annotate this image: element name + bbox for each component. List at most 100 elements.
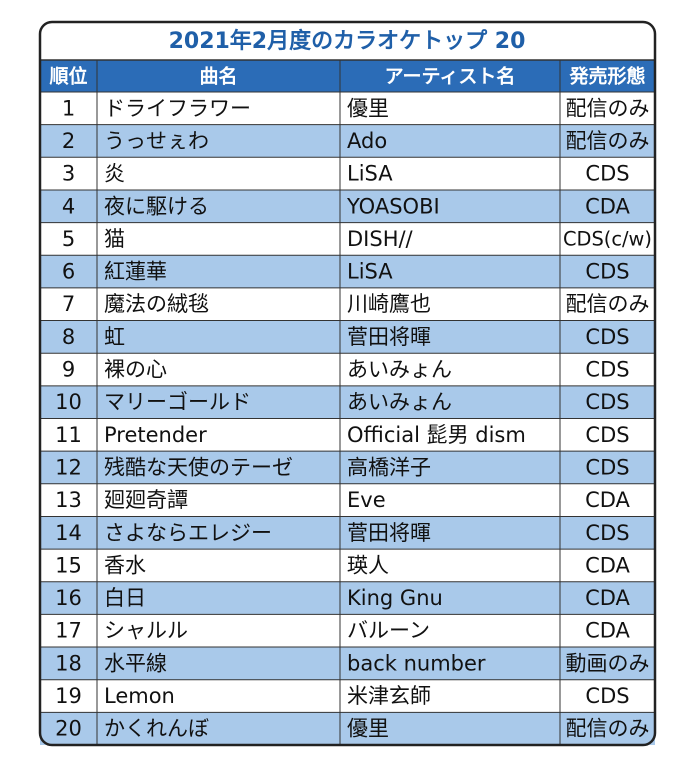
format: 動画のみ bbox=[566, 651, 650, 675]
row-bg bbox=[40, 418, 655, 452]
song: 虹 bbox=[104, 325, 125, 349]
rank: 2 bbox=[62, 129, 75, 153]
row-bg bbox=[40, 222, 655, 256]
format: CDS bbox=[585, 358, 629, 382]
rank: 9 bbox=[62, 358, 75, 382]
rank: 8 bbox=[62, 325, 75, 349]
artist: 優里 bbox=[347, 96, 389, 120]
song: Pretender bbox=[104, 423, 207, 447]
artist: あいみょん bbox=[347, 390, 452, 414]
format: CDA bbox=[585, 619, 630, 643]
song: 廻廻奇譚 bbox=[104, 488, 188, 512]
rank: 5 bbox=[62, 227, 75, 251]
header-row bbox=[40, 60, 655, 92]
rank: 6 bbox=[62, 260, 75, 284]
row-bg bbox=[40, 549, 655, 582]
row-bg bbox=[40, 483, 655, 517]
artist: Eve bbox=[347, 488, 386, 512]
row-bg bbox=[40, 581, 655, 615]
artist: 菅田将暉 bbox=[347, 325, 431, 349]
outer-border bbox=[38, 20, 657, 747]
artist: 川崎鷹也 bbox=[347, 292, 431, 316]
song: 裸の心 bbox=[104, 358, 167, 382]
song: 水平線 bbox=[104, 651, 167, 675]
artist: バルーン bbox=[347, 619, 430, 643]
format: CDS bbox=[585, 162, 629, 186]
row-bg bbox=[40, 124, 655, 158]
artist: King Gnu bbox=[347, 586, 443, 610]
song: かくれんぼ bbox=[104, 717, 209, 741]
song: うっせぇわ bbox=[104, 129, 209, 153]
song: シャルル bbox=[104, 619, 188, 643]
row-bg bbox=[40, 679, 655, 713]
rank: 18 bbox=[55, 651, 82, 675]
artist: LiSA bbox=[347, 260, 393, 284]
format: 配信のみ bbox=[566, 96, 650, 120]
song: 猫 bbox=[104, 227, 125, 251]
row-bg bbox=[40, 712, 655, 745]
artist: back number bbox=[347, 651, 486, 675]
row-bg bbox=[40, 320, 655, 354]
rank: 19 bbox=[55, 684, 82, 708]
row-bg bbox=[40, 189, 655, 223]
format: CDS bbox=[585, 684, 629, 708]
format: CDS bbox=[585, 423, 629, 447]
row-bg bbox=[40, 92, 655, 125]
format: 配信のみ bbox=[566, 292, 650, 316]
column-header: 順位 bbox=[49, 65, 87, 88]
artist: Official 髭男 dism bbox=[347, 423, 526, 447]
rank: 20 bbox=[55, 717, 82, 741]
format: CDA bbox=[585, 586, 630, 610]
format: CDS bbox=[585, 325, 629, 349]
row-bg bbox=[40, 353, 655, 386]
format: CDS bbox=[585, 521, 629, 545]
song: マリーゴールド bbox=[104, 390, 251, 414]
song: 白日 bbox=[104, 586, 146, 610]
format: CDA bbox=[585, 194, 630, 218]
artist: あいみょん bbox=[347, 358, 452, 382]
format: CDA bbox=[585, 488, 630, 512]
row-bg bbox=[40, 647, 655, 680]
artist: YOASOBI bbox=[346, 194, 440, 218]
song: Lemon bbox=[104, 684, 175, 708]
artist: Ado bbox=[347, 129, 387, 153]
column-header: 曲名 bbox=[199, 65, 237, 88]
artist: 菅田将暉 bbox=[347, 521, 431, 545]
row-bg bbox=[40, 255, 655, 288]
song: 残酷な天使のテーゼ bbox=[104, 455, 293, 479]
rank: 15 bbox=[55, 553, 82, 577]
rank: 4 bbox=[62, 194, 75, 218]
rank: 7 bbox=[62, 292, 75, 316]
column-header: アーティスト名 bbox=[385, 65, 516, 88]
rank: 1 bbox=[62, 96, 75, 120]
artist: LiSA bbox=[347, 162, 393, 186]
rank: 13 bbox=[55, 488, 82, 512]
song: 炎 bbox=[104, 162, 125, 186]
song: ドライフラワー bbox=[104, 96, 251, 120]
artist: 瑛人 bbox=[347, 553, 389, 577]
rank: 16 bbox=[55, 586, 82, 610]
format: CDA bbox=[585, 553, 630, 577]
format: 配信のみ bbox=[566, 717, 650, 741]
artist: 優里 bbox=[347, 717, 389, 741]
rank: 14 bbox=[55, 521, 82, 545]
artist: DISH// bbox=[347, 227, 414, 251]
artist: 高橋洋子 bbox=[347, 455, 431, 479]
column-header: 発売形態 bbox=[568, 65, 645, 88]
title: 2021年2月度のカラオケトップ 20 bbox=[169, 28, 526, 54]
format: CDS bbox=[585, 455, 629, 479]
format: 配信のみ bbox=[566, 129, 650, 153]
song: 魔法の絨毯 bbox=[104, 292, 209, 316]
format: CDS bbox=[585, 260, 629, 284]
row-bg bbox=[40, 287, 655, 321]
rank: 17 bbox=[55, 619, 82, 643]
format: CDS(c/w) bbox=[563, 227, 652, 250]
row-bg bbox=[40, 157, 655, 190]
rank: 3 bbox=[62, 162, 75, 186]
song: 夜に駆ける bbox=[104, 194, 209, 218]
song: 紅蓮華 bbox=[104, 260, 167, 284]
song: さよならエレジー bbox=[104, 521, 272, 545]
song: 香水 bbox=[104, 553, 146, 577]
row-bg bbox=[40, 516, 655, 550]
